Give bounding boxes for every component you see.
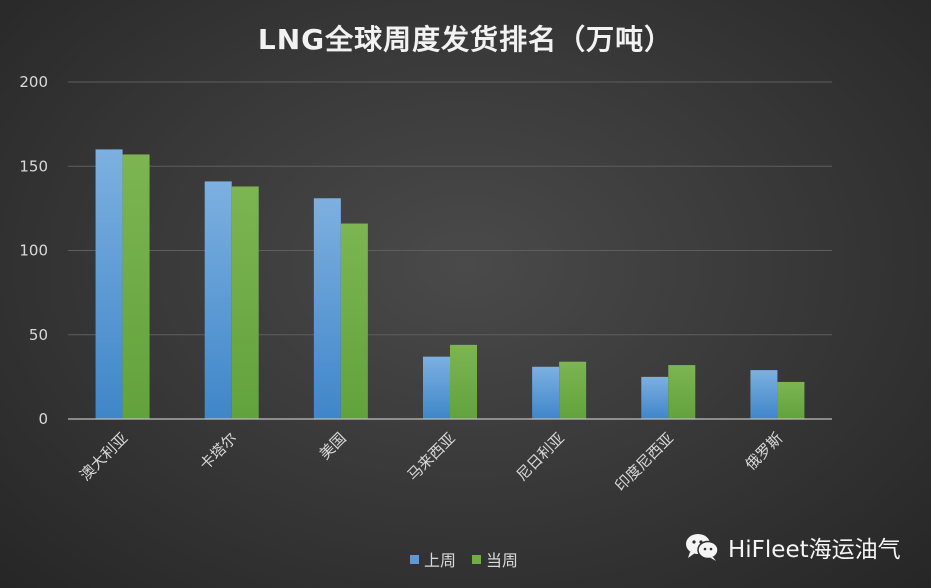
bar-series-0 [641, 376, 669, 419]
bar-series-0 [313, 198, 341, 419]
bar-series-1 [450, 344, 477, 419]
x-tick-label: 俄罗斯 [742, 429, 787, 474]
legend: 上周 当周 [410, 547, 518, 571]
legend-item-series-0: 上周 [410, 547, 456, 571]
bar-series-0 [204, 181, 232, 419]
y-tick-label: 200 [19, 73, 48, 91]
watermark: HiFleet海运油气 [684, 530, 901, 564]
bar-series-0 [95, 149, 123, 419]
watermark-text: HiFleet海运油气 [728, 537, 901, 563]
y-tick-label: 150 [19, 157, 48, 175]
x-tick-label: 马来西亚 [404, 429, 459, 484]
bar-series-1 [559, 361, 587, 419]
bar-series-1 [777, 381, 805, 419]
x-tick-label: 卡塔尔 [196, 429, 241, 474]
chart-title: LNG全球周度发货排名（万吨） [257, 23, 674, 56]
bar-series-0 [750, 370, 778, 419]
y-tick-label: 100 [19, 242, 48, 260]
bar-series-1 [668, 365, 696, 419]
legend-swatch-series-0 [410, 554, 419, 564]
legend-label-series-0: 上周 [424, 551, 457, 570]
bar-series-1 [122, 154, 150, 419]
x-tick-label: 澳大利亚 [76, 429, 131, 484]
x-tick-label: 印度尼西亚 [611, 429, 677, 495]
legend-label-series-1: 当周 [486, 551, 519, 570]
bar-series-0 [423, 356, 450, 419]
y-tick-label: 0 [38, 410, 48, 428]
x-tick-label: 美国 [316, 429, 350, 463]
y-tick-label: 50 [29, 326, 48, 344]
wechat-icon [686, 534, 719, 561]
bar-series-0 [532, 366, 560, 419]
x-tick-label: 尼日利亚 [513, 429, 568, 484]
bar-series-1 [340, 223, 368, 419]
bar-series-1 [231, 186, 259, 419]
legend-swatch-series-1 [472, 554, 482, 564]
legend-item-series-1: 当周 [472, 547, 518, 571]
